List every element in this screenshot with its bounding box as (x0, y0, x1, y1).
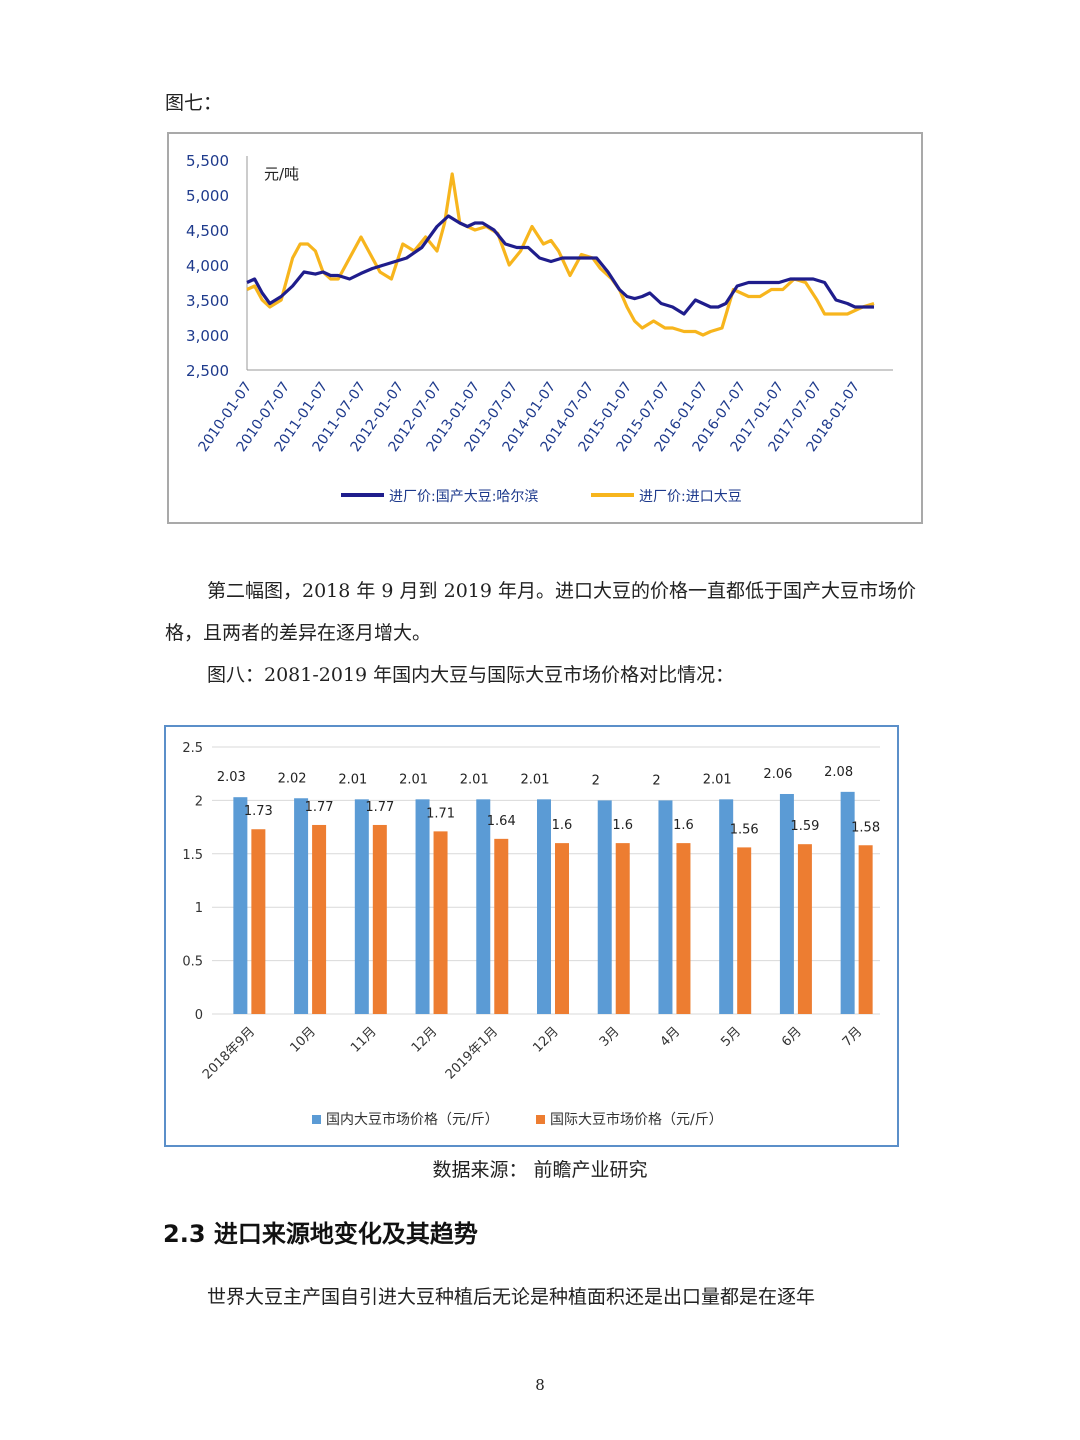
data-label-domestic: 2.03 (217, 770, 246, 785)
data-label-domestic: 2 (592, 773, 600, 788)
legend-swatch-domestic (312, 1115, 321, 1124)
bar-domestic (597, 800, 612, 1014)
figure-8-caption: 图八：2081-2019 年国内大豆与国际大豆市场价格对比情况： (207, 664, 735, 686)
x-axis: 2018年9月 10月 11月 12月 2019年1月 12月 3月 4月 5月 6月 7月 (200, 1024, 866, 1082)
data-label-domestic: 2.01 (338, 772, 367, 787)
y-axis: 2.5 2 1.5 1 0.5 0 (182, 741, 203, 1023)
bar-domestic (719, 799, 734, 1014)
x-tick-label: 3月 (597, 1024, 623, 1050)
figure-7-label: 图七： (165, 92, 223, 114)
bar-international (737, 847, 752, 1014)
data-label-domestic: 2.01 (399, 772, 428, 787)
paragraph-3: 世界大豆主产国自引进大豆种植后无论是种植面积还是出口量都是在逐年 (207, 1286, 816, 1308)
bar-domestic (294, 798, 309, 1014)
data-label-international: 1.77 (365, 800, 394, 815)
data-label-domestic: 2.01 (460, 772, 489, 787)
bars: 2.03 1.73 2.02 1.77 2.01 1.77 2.01 1.71 2.01 1.64… (217, 765, 880, 1014)
bar-domestic (476, 799, 491, 1014)
y-tick-label: 1 (195, 901, 203, 916)
y-tick-label: 3,500 (186, 292, 229, 310)
bar-international (797, 844, 812, 1014)
y-tick-label: 0.5 (182, 955, 203, 970)
x-tick-label: 2018年9月 (200, 1024, 258, 1082)
x-tick-label: 5月 (718, 1024, 744, 1050)
data-label-international: 1.56 (730, 822, 759, 837)
section-heading: 2.3 进口来源地变化及其趋势 (163, 1220, 478, 1248)
data-label-domestic: 2.06 (763, 767, 792, 782)
data-label-international: 1.6 (673, 818, 694, 833)
y-tick-label: 3,000 (186, 327, 229, 345)
y-tick-label: 4,000 (186, 257, 229, 275)
y-tick-label: 4,500 (186, 222, 229, 240)
data-label-domestic: 2 (652, 773, 660, 788)
y-axis: 5,500 5,000 4,500 4,000 3,500 3,000 2,500 (186, 152, 893, 380)
bar-international (251, 829, 266, 1014)
bar-domestic (779, 793, 794, 1014)
data-label-international: 1.77 (305, 800, 334, 815)
y-tick-label: 2.5 (182, 741, 203, 756)
unit-label: 元/吨 (264, 165, 299, 183)
data-label-international: 1.6 (612, 818, 633, 833)
chart-legend: 进厂价:国产大豆:哈尔滨 进厂价:进口大豆 (341, 489, 742, 505)
data-label-international: 1.6 (552, 818, 573, 833)
data-label-domestic: 2.01 (521, 772, 550, 787)
line-chart-svg: 5,500 5,000 4,500 4,000 3,500 3,000 2,500 2010… (186, 152, 893, 505)
x-tick-label: 11月 (348, 1024, 379, 1055)
data-label-international: 1.71 (426, 806, 455, 821)
bar-domestic (840, 791, 855, 1014)
legend-label-imported: 进厂价:进口大豆 (639, 489, 742, 505)
bar-chart-svg: 2.521.510.50 2.031.732.021.772.011.772.0… (182, 741, 880, 1128)
paragraph-1: 第二幅图，2018 年 9 月到 2019 年月。进口大豆的价格一直都低于国产大… (165, 580, 916, 644)
legend-swatch-international (536, 1115, 545, 1124)
data-label-international: 1.64 (487, 814, 516, 829)
x-axis: 2010-01-072010-07-072011-01-072011-07-07… (195, 379, 863, 455)
y-tick-label: 2,500 (186, 362, 229, 380)
bar-international (858, 845, 873, 1014)
x-tick-label: 12月 (409, 1024, 440, 1055)
legend-label-domestic: 进厂价:国产大豆:哈尔滨 (389, 489, 538, 505)
bar-domestic (537, 799, 551, 1014)
data-label-domestic: 2.02 (278, 771, 307, 786)
y-tick-label: 0 (195, 1008, 203, 1023)
data-label-international: 1.58 (851, 820, 880, 835)
domestic-price-line (246, 214, 874, 316)
page-number: 8 (535, 1376, 545, 1394)
data-label-domestic: 2.08 (824, 765, 853, 780)
figure-8-bar-chart: 2.5 2 1.5 1 0.5 0 2.03 1.73 2.02 1.77 2.01 1.77 2.0… (164, 725, 899, 1147)
bar-international (494, 838, 509, 1014)
imported-price-line (246, 172, 875, 337)
data-label-international: 1.73 (244, 804, 273, 819)
figure-7-line-chart: 5,500 5,000 4,500 4,000 3,500 3,000 2,500 2010… (167, 132, 923, 524)
y-tick-label: 1.5 (182, 848, 203, 863)
data-source: 数据来源： 前瞻产业研究 (432, 1159, 648, 1181)
x-tick-label: 12月 (530, 1024, 561, 1055)
bar-international (555, 843, 569, 1014)
x-tick-label: 4月 (658, 1024, 684, 1050)
bar-domestic (658, 800, 673, 1014)
bar-domestic (354, 799, 369, 1014)
bar-international (312, 824, 327, 1014)
legend-label-international: 国际大豆市场价格（元/斤） (550, 1111, 723, 1128)
bar-international (372, 824, 387, 1014)
data-label-domestic: 2.01 (703, 772, 732, 787)
bar-international (615, 843, 630, 1014)
y-tick-label: 2 (195, 794, 203, 809)
bar-domestic (233, 797, 248, 1014)
series-lines (246, 172, 875, 337)
bar-international (433, 831, 448, 1014)
data-label-international: 1.59 (790, 819, 819, 834)
chart-legend: 国内大豆市场价格（元/斤） 国际大豆市场价格（元/斤） (312, 1111, 723, 1128)
x-tick-label: 2019年1月 (443, 1024, 501, 1082)
y-tick-label: 5,000 (186, 187, 229, 205)
x-tick-label: 6月 (779, 1024, 805, 1050)
bar-international (676, 843, 691, 1014)
legend-label-domestic: 国内大豆市场价格（元/斤） (326, 1111, 499, 1128)
x-tick-label: 10月 (287, 1024, 318, 1055)
x-tick-label: 7月 (840, 1024, 866, 1050)
bar-domestic (415, 799, 430, 1014)
y-tick-label: 5,500 (186, 152, 229, 170)
